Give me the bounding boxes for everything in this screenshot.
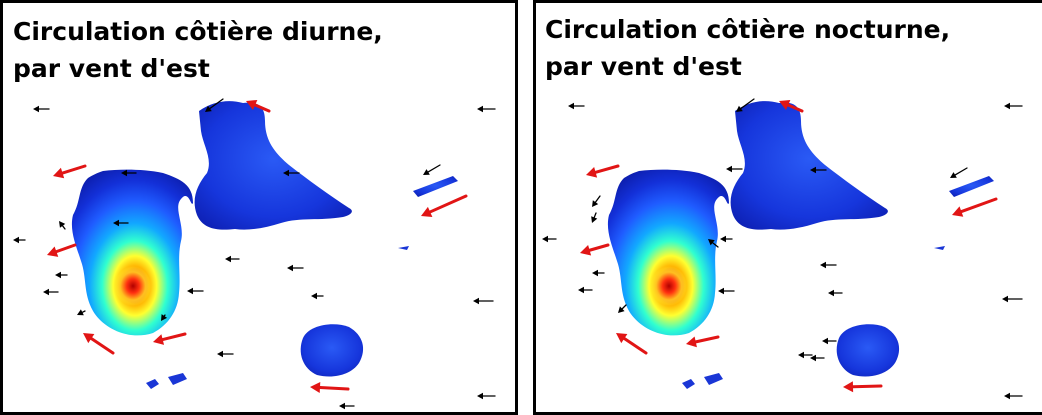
soufriere-summit <box>651 266 687 306</box>
black-wind-arrow <box>217 350 234 358</box>
black-wind-arrow <box>311 292 324 300</box>
black-wind-arrow <box>726 165 743 173</box>
black-wind-arrow <box>55 271 68 279</box>
black-wind-arrow <box>810 354 825 362</box>
red-wind-arrow <box>153 332 187 345</box>
red-wind-arrow <box>843 381 883 393</box>
red-wind-arrow <box>686 335 720 348</box>
black-wind-arrow <box>287 264 304 272</box>
black-wind-arrow <box>59 221 66 230</box>
black-wind-arrow <box>820 261 837 269</box>
soufriere-summit <box>115 266 151 306</box>
black-wind-arrow <box>736 98 755 112</box>
black-wind-arrow <box>113 219 129 227</box>
black-wind-arrow <box>1004 392 1023 400</box>
black-wind-arrow <box>187 287 204 295</box>
black-wind-arrow <box>477 392 496 400</box>
red-wind-arrow <box>83 333 115 355</box>
marie-galante-island <box>836 324 900 377</box>
basse-terre-island <box>607 169 729 336</box>
grande-terre-island <box>194 101 352 230</box>
panel-diurnal: Circulation côtière diurne, par vent d'e… <box>0 0 518 415</box>
black-wind-arrow <box>477 105 496 113</box>
marie-galante-island <box>300 324 364 377</box>
black-wind-arrow <box>591 212 598 223</box>
la-desirade-island <box>949 176 994 197</box>
les-saintes-island <box>146 379 159 389</box>
title-line-1: Circulation côtière nocturne, <box>545 15 951 44</box>
red-wind-arrow <box>779 99 804 113</box>
grande-terre-island <box>730 101 888 230</box>
map-diurnal <box>13 98 496 410</box>
black-wind-arrow <box>121 169 137 177</box>
black-wind-arrow <box>720 235 733 243</box>
red-wind-arrow <box>586 164 620 178</box>
red-wind-arrow <box>310 382 350 394</box>
red-wind-arrow <box>421 194 468 217</box>
map-nocturnal <box>542 98 1023 400</box>
black-wind-arrow <box>578 286 593 294</box>
black-wind-arrow <box>225 255 240 263</box>
title-line-2: par vent d'est <box>545 52 742 81</box>
black-wind-arrow <box>822 337 837 345</box>
black-wind-arrow <box>43 288 59 296</box>
les-saintes-island <box>682 379 695 389</box>
red-wind-arrow <box>246 99 271 113</box>
black-wind-arrow <box>718 287 735 295</box>
black-wind-arrow <box>568 102 585 110</box>
black-wind-arrow <box>1002 295 1023 303</box>
la-desirade-island <box>413 176 458 197</box>
black-wind-arrow <box>283 169 300 177</box>
black-wind-arrow <box>473 297 494 305</box>
black-wind-arrow <box>618 304 627 313</box>
black-wind-arrow <box>205 98 224 112</box>
black-wind-arrow <box>828 289 843 297</box>
black-wind-arrow <box>161 314 168 321</box>
black-wind-arrow <box>798 351 813 359</box>
black-wind-arrow <box>708 239 719 248</box>
black-wind-arrow <box>423 164 441 175</box>
panel-nocturnal: Circulation côtière nocturne, par vent d… <box>533 0 1042 415</box>
title-line-1: Circulation côtière diurne, <box>13 17 383 46</box>
guadeloupe-islands <box>71 101 458 389</box>
panel-title: Circulation côtière nocturne, par vent d… <box>545 11 950 85</box>
black-wind-arrow <box>339 402 355 410</box>
black-wind-arrow <box>592 269 605 277</box>
red-wind-arrow <box>47 243 77 257</box>
petite-terre-island <box>398 246 409 250</box>
title-line-2: par vent d'est <box>13 54 210 83</box>
black-wind-arrow <box>592 195 601 207</box>
les-saintes-island <box>704 373 723 385</box>
red-wind-arrow <box>616 333 648 355</box>
black-wind-arrow <box>13 236 26 244</box>
red-wind-arrow <box>53 164 87 179</box>
basse-terre-island <box>71 169 193 336</box>
black-wind-arrow <box>33 105 50 113</box>
black-wind-arrow <box>542 235 557 243</box>
black-wind-arrow <box>950 167 968 178</box>
black-wind-arrow <box>77 309 86 316</box>
black-wind-arrow <box>810 166 827 174</box>
petite-terre-island <box>934 246 945 250</box>
red-wind-arrow <box>952 197 998 217</box>
guadeloupe-islands <box>607 101 994 389</box>
black-wind-arrow <box>1004 102 1023 110</box>
panel-title: Circulation côtière diurne, par vent d'e… <box>13 13 383 87</box>
les-saintes-island <box>168 373 187 385</box>
red-wind-arrow <box>580 243 610 256</box>
